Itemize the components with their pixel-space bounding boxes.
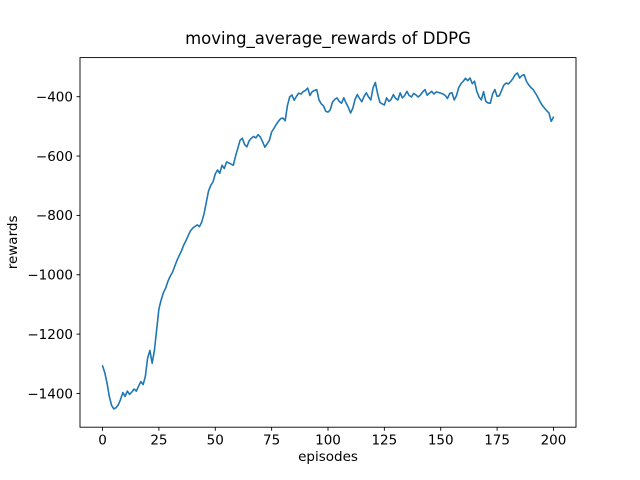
x-tick-label: 150 [428,433,454,449]
y-tick-label: −1200 [27,327,73,343]
x-tick-label: 175 [484,433,510,449]
y-tick-label: −1400 [27,386,73,402]
y-tick-label: −600 [36,149,73,165]
y-tick-label: −1000 [27,268,73,284]
y-tick-label: −400 [36,89,73,105]
x-tick-label: 0 [98,433,107,449]
plot-area [79,57,577,428]
y-axis-ticks: −400 −600 −800 −1000 −1200 −1400 [27,89,80,402]
x-tick-label: 75 [263,433,280,449]
series-line [101,72,555,410]
x-tick-label: 25 [150,433,167,449]
x-axis-ticks: 0 25 50 75 100 125 150 175 200 [98,427,566,449]
y-tick-label: −800 [36,208,73,224]
x-tick-label: 125 [371,433,397,449]
x-axis-label: episodes [298,449,358,465]
x-tick-label: 100 [315,433,341,449]
chart-title: moving_average_rewards of DDPG [185,29,471,49]
x-tick-label: 50 [207,433,224,449]
x-tick-label: 200 [541,433,567,449]
y-axis-label: rewards [5,216,21,270]
